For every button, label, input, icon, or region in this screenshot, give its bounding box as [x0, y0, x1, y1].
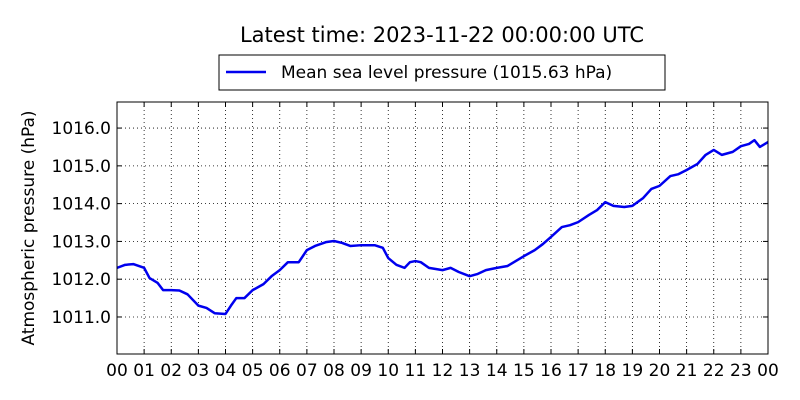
legend-label: Mean sea level pressure (1015.63 hPa)	[281, 63, 612, 83]
x-tick-label: 07	[296, 361, 318, 381]
y-tick-label: 1012.0	[52, 270, 111, 290]
x-tick-label: 11	[405, 361, 427, 381]
y-tick-label: 1015.0	[52, 157, 111, 177]
chart-title: Latest time: 2023-11-22 00:00:00 UTC	[240, 23, 644, 47]
y-axis-label: Atmospheric pressure (hPa)	[19, 110, 39, 345]
x-tick-label: 14	[486, 361, 508, 381]
x-tick-label: 20	[649, 361, 671, 381]
x-tick-label: 22	[703, 361, 725, 381]
x-tick-label: 17	[567, 361, 589, 381]
y-tick-label: 1011.0	[52, 308, 111, 328]
data-line	[116, 138, 769, 316]
x-tick-label: 08	[323, 361, 345, 381]
x-tick-label: 12	[432, 361, 454, 381]
x-tick-label: 16	[540, 361, 562, 381]
x-tick-label: 05	[242, 361, 264, 381]
x-tick-label: 06	[269, 361, 291, 381]
y-tick-label: 1016.0	[52, 119, 111, 139]
x-tick-label: 13	[459, 361, 481, 381]
x-tick-label: 15	[513, 361, 535, 381]
plot-frame	[116, 101, 769, 355]
x-tick-label: 00	[106, 361, 128, 381]
x-tick-label: 01	[133, 361, 155, 381]
x-tick-label: 18	[594, 361, 616, 381]
y-tick-label: 1014.0	[52, 195, 111, 215]
x-tick-label: 21	[676, 361, 698, 381]
x-tick-label: 09	[350, 361, 372, 381]
x-tick-label: 02	[160, 361, 182, 381]
y-tick-label: 1013.0	[52, 232, 111, 252]
x-tick-label: 04	[215, 361, 237, 381]
legend-box	[218, 54, 666, 91]
x-tick-label: 19	[622, 361, 644, 381]
x-tick-label: 00	[757, 361, 779, 381]
legend: Mean sea level pressure (1015.63 hPa)	[218, 54, 666, 91]
x-tick-label: 10	[377, 361, 399, 381]
x-tick-label: 23	[730, 361, 752, 381]
x-tick-label: 03	[188, 361, 210, 381]
